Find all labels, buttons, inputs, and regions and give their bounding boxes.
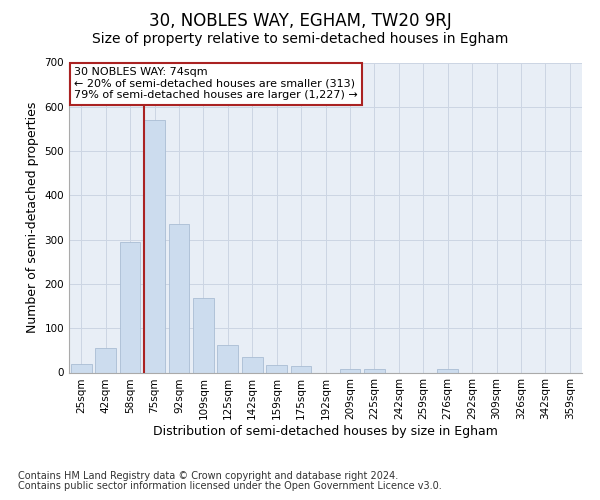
Text: Contains public sector information licensed under the Open Government Licence v3: Contains public sector information licen… xyxy=(18,481,442,491)
Bar xyxy=(193,298,214,372)
Text: 30 NOBLES WAY: 74sqm
← 20% of semi-detached houses are smaller (313)
79% of semi: 30 NOBLES WAY: 74sqm ← 20% of semi-detac… xyxy=(74,67,358,100)
Bar xyxy=(119,242,140,372)
Bar xyxy=(340,369,361,372)
Bar xyxy=(95,348,116,372)
Text: Contains HM Land Registry data © Crown copyright and database right 2024.: Contains HM Land Registry data © Crown c… xyxy=(18,471,398,481)
Bar xyxy=(364,369,385,372)
X-axis label: Distribution of semi-detached houses by size in Egham: Distribution of semi-detached houses by … xyxy=(153,425,498,438)
Text: 30, NOBLES WAY, EGHAM, TW20 9RJ: 30, NOBLES WAY, EGHAM, TW20 9RJ xyxy=(149,12,451,30)
Bar xyxy=(242,357,263,372)
Bar xyxy=(266,364,287,372)
Y-axis label: Number of semi-detached properties: Number of semi-detached properties xyxy=(26,102,39,333)
Bar xyxy=(71,364,92,372)
Bar xyxy=(437,369,458,372)
Bar xyxy=(290,366,311,372)
Text: Size of property relative to semi-detached houses in Egham: Size of property relative to semi-detach… xyxy=(92,32,508,46)
Bar xyxy=(217,345,238,372)
Bar xyxy=(169,224,190,372)
Bar xyxy=(144,120,165,372)
